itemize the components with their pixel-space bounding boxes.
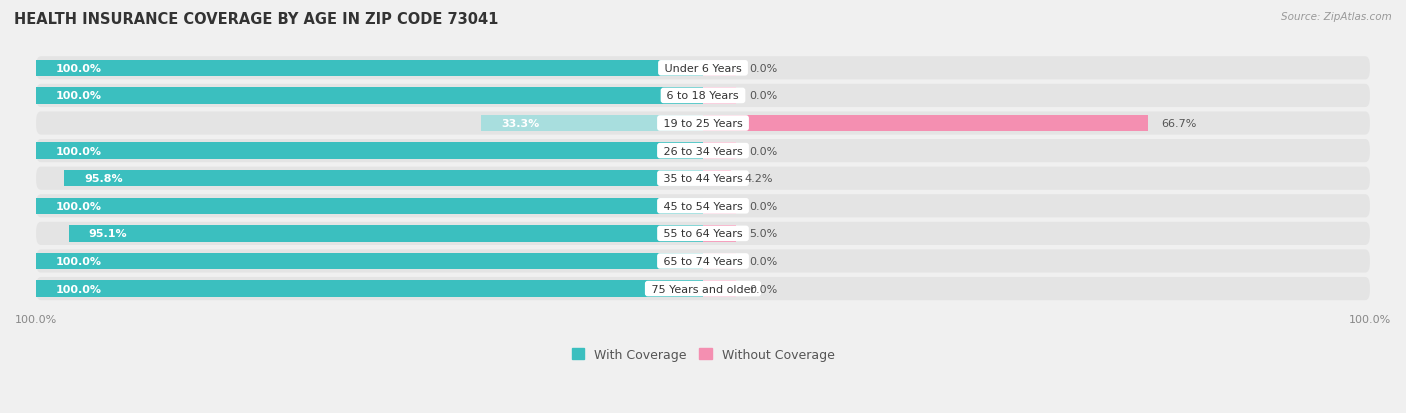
Bar (703, 88, 737, 104)
Text: 100.0%: 100.0% (56, 256, 103, 266)
FancyBboxPatch shape (37, 222, 1369, 245)
Bar (703, 143, 737, 159)
Text: HEALTH INSURANCE COVERAGE BY AGE IN ZIP CODE 73041: HEALTH INSURANCE COVERAGE BY AGE IN ZIP … (14, 12, 499, 27)
Text: 95.8%: 95.8% (84, 174, 122, 184)
Text: 100.0%: 100.0% (56, 284, 103, 294)
Text: 5.0%: 5.0% (749, 229, 778, 239)
FancyBboxPatch shape (37, 85, 1369, 108)
Bar (703, 253, 737, 270)
Text: 0.0%: 0.0% (749, 201, 778, 211)
Bar (37, 143, 703, 159)
Bar (703, 116, 1147, 132)
Text: 0.0%: 0.0% (749, 256, 778, 266)
Bar (69, 225, 703, 242)
Text: 65 to 74 Years: 65 to 74 Years (659, 256, 747, 266)
Bar (481, 116, 703, 132)
Text: 0.0%: 0.0% (749, 284, 778, 294)
Bar (37, 60, 703, 77)
Text: 33.3%: 33.3% (501, 119, 538, 129)
FancyBboxPatch shape (37, 195, 1369, 218)
Bar (37, 198, 703, 215)
Text: 66.7%: 66.7% (1161, 119, 1197, 129)
Text: 6 to 18 Years: 6 to 18 Years (664, 91, 742, 101)
Text: 4.2%: 4.2% (744, 174, 773, 184)
Text: Under 6 Years: Under 6 Years (661, 64, 745, 74)
FancyBboxPatch shape (37, 250, 1369, 273)
FancyBboxPatch shape (37, 140, 1369, 163)
Bar (37, 88, 703, 104)
Bar (703, 225, 737, 242)
Text: 55 to 64 Years: 55 to 64 Years (659, 229, 747, 239)
Legend: With Coverage, Without Coverage: With Coverage, Without Coverage (572, 348, 834, 361)
Text: 95.1%: 95.1% (89, 229, 128, 239)
Bar (703, 198, 737, 215)
Text: 100.0%: 100.0% (56, 64, 103, 74)
Bar (37, 280, 703, 297)
Text: 100.0%: 100.0% (56, 146, 103, 156)
Text: 100.0%: 100.0% (56, 91, 103, 101)
FancyBboxPatch shape (37, 112, 1369, 135)
Text: Source: ZipAtlas.com: Source: ZipAtlas.com (1281, 12, 1392, 22)
Text: 75 Years and older: 75 Years and older (648, 284, 758, 294)
Text: 35 to 44 Years: 35 to 44 Years (659, 174, 747, 184)
Text: 0.0%: 0.0% (749, 64, 778, 74)
Bar (703, 60, 737, 77)
Text: 100.0%: 100.0% (56, 201, 103, 211)
Text: 0.0%: 0.0% (749, 146, 778, 156)
Bar (703, 171, 731, 187)
FancyBboxPatch shape (37, 167, 1369, 190)
Bar (703, 280, 737, 297)
Text: 45 to 54 Years: 45 to 54 Years (659, 201, 747, 211)
FancyBboxPatch shape (37, 277, 1369, 300)
FancyBboxPatch shape (37, 57, 1369, 80)
Bar (37, 253, 703, 270)
Bar (65, 171, 703, 187)
Text: 0.0%: 0.0% (749, 91, 778, 101)
Text: 19 to 25 Years: 19 to 25 Years (659, 119, 747, 129)
Text: 26 to 34 Years: 26 to 34 Years (659, 146, 747, 156)
